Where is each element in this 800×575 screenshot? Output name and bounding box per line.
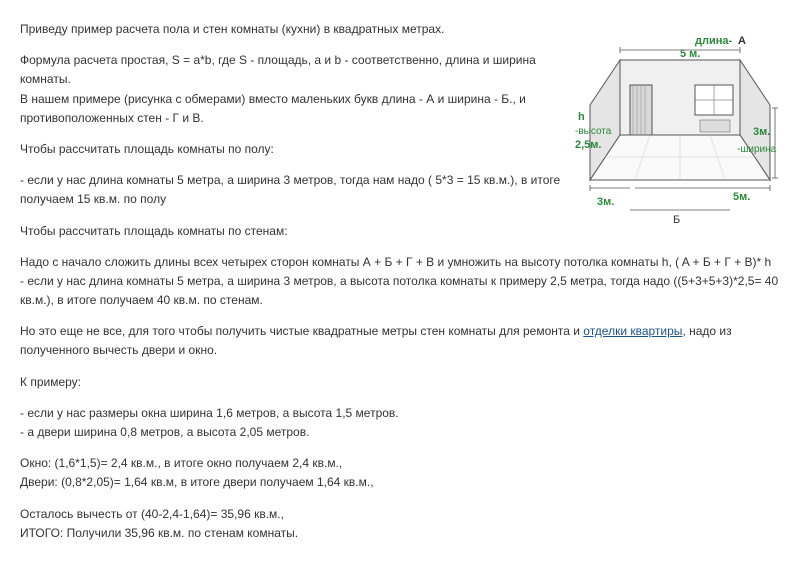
result-line2: ИТОГО: Получили 35,96 кв.м. по стенам ко…	[20, 526, 298, 540]
calc2-line1: Окно: (1,6*1,5)= 2,4 кв.м., в итоге окно…	[20, 456, 342, 470]
example-heading: К примеру:	[20, 373, 780, 392]
dim-h: h	[578, 111, 585, 123]
dim-height-val: 2,5м.	[575, 139, 602, 151]
walls-line1: Надо с начало сложить длины всех четырех…	[20, 255, 771, 269]
finish-link[interactable]: отделки квартиры	[583, 324, 682, 338]
note-paragraph: Но это еще не все, для того чтобы получи…	[20, 322, 780, 360]
dim-b-len: 5м.	[733, 191, 750, 203]
example-line2: - а двери ширина 0,8 метров, а высота 2,…	[20, 425, 309, 439]
dim-a: A	[738, 35, 746, 47]
formula-line2: В нашем примере (рисунка с обмерами) вме…	[20, 92, 526, 125]
example-line1: - если у нас размеры окна ширина 1,6 мет…	[20, 406, 399, 420]
dim-length-word: длина-	[695, 35, 732, 47]
walls-line2: - если у нас длина комнаты 5 метра, а ши…	[20, 274, 778, 307]
formula-line1: Формула расчета простая, S = a*b, где S …	[20, 53, 536, 86]
dim-width-val: 3м.	[753, 126, 770, 138]
article-body: длина- A 5 м. h -высота 2,5м. 3м. -ширин…	[20, 20, 780, 543]
result-line1: Осталось вычесть от (40-2,4-1,64)= 35,96…	[20, 507, 284, 521]
calc2-block: Окно: (1,6*1,5)= 2,4 кв.м., в итоге окно…	[20, 454, 780, 492]
walls-block: Надо с начало сложить длины всех четырех…	[20, 253, 780, 311]
note-pre: Но это еще не все, для того чтобы получи…	[20, 324, 583, 338]
dim-b-label: Б	[673, 214, 680, 226]
room-diagram: длина- A 5 м. h -высота 2,5м. 3м. -ширин…	[575, 30, 780, 235]
dim-b-width: 3м.	[597, 196, 614, 208]
result-block: Осталось вычесть от (40-2,4-1,64)= 35,96…	[20, 505, 780, 543]
dim-height-word: -высота	[575, 126, 612, 137]
calc2-line2: Двери: (0,8*2,05)= 1,64 кв.м, в итоге дв…	[20, 475, 374, 489]
example-block: - если у нас размеры окна ширина 1,6 мет…	[20, 404, 780, 442]
dim-width-word: -ширина	[737, 144, 777, 155]
